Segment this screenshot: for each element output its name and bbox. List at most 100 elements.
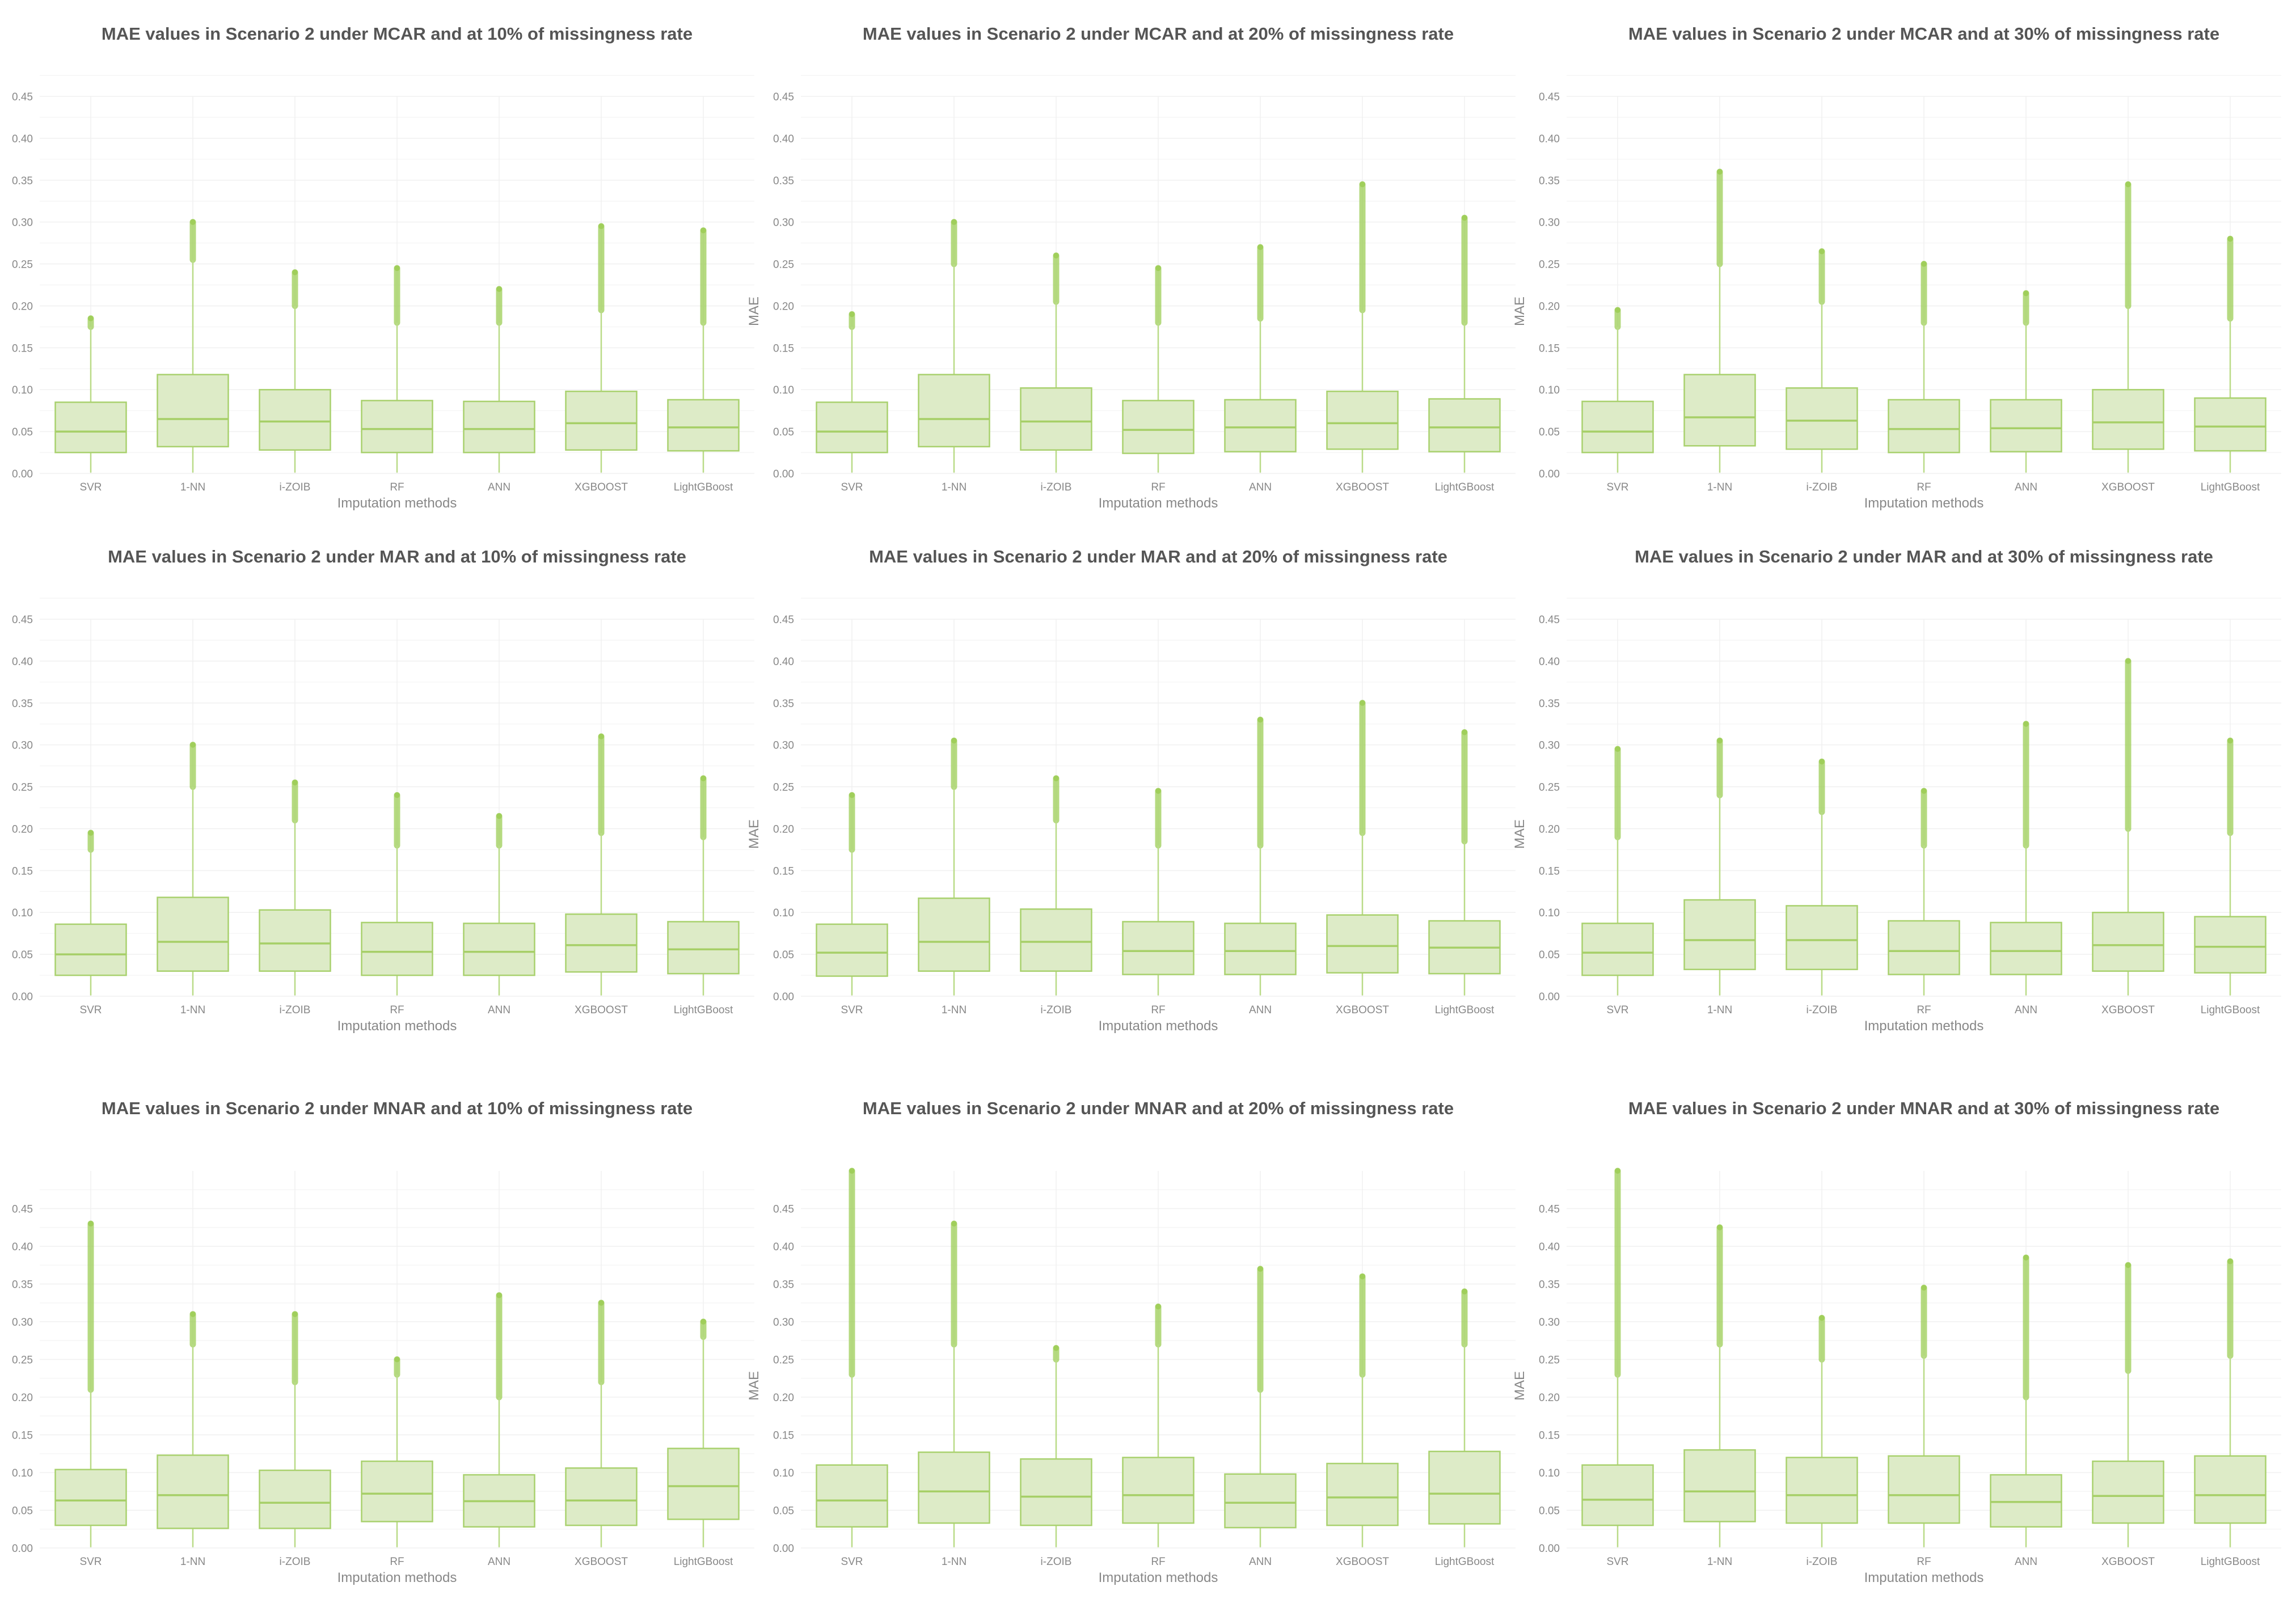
iqr-box: [1581, 1464, 1654, 1526]
y-tick-label: 0.10: [1539, 384, 1560, 396]
x-tick-label: LightGBoost: [674, 1004, 733, 1016]
x-tick-label: i-ZOIB: [280, 1556, 311, 1568]
x-tick-label: 1-NN: [1707, 1556, 1732, 1568]
outlier-max-point: [700, 775, 706, 781]
y-tick-label: 0.25: [773, 259, 794, 271]
outlier-max-point: [700, 227, 706, 234]
x-tick-label: ANN: [2015, 481, 2037, 493]
box-i-zoib: [1020, 775, 1092, 996]
y-tick-label: 0.40: [12, 133, 33, 145]
box-1-nn: [918, 219, 990, 473]
x-tick-label: 1-NN: [180, 481, 205, 493]
x-tick-label: 1-NN: [942, 1556, 966, 1568]
chart-title: MAE values in Scenario 2 under MNAR and …: [1628, 1098, 2219, 1118]
outlier-max-point: [1257, 244, 1263, 250]
y-tick-label: 0.15: [12, 342, 33, 354]
y-tick-label: 0.25: [12, 259, 33, 271]
x-tick-label: RF: [1151, 1004, 1165, 1016]
box-xgboost: [1326, 181, 1399, 473]
x-tick-label: SVR: [79, 481, 102, 493]
box-svr: [54, 1220, 127, 1547]
box-rf: [1122, 1303, 1195, 1547]
x-tick-label: i-ZOIB: [1807, 1004, 1838, 1016]
outlier-max-point: [1717, 738, 1723, 744]
iqr-box: [259, 388, 331, 451]
outlier-max-point: [1921, 788, 1927, 794]
y-tick-label: 0.10: [12, 907, 33, 919]
box-rf: [1888, 1284, 1960, 1547]
box-ann: [1224, 244, 1297, 473]
chart-title: MAE values in Scenario 2 under MNAR and …: [863, 1098, 1454, 1118]
box-lightgboost: [2194, 1258, 2267, 1547]
iqr-box: [361, 921, 433, 976]
x-tick-label: i-ZOIB: [1041, 1004, 1072, 1016]
y-tick-label: 0.30: [773, 1317, 794, 1329]
outlier-max-point: [292, 269, 298, 276]
x-tick-label: LightGBoost: [1435, 481, 1495, 493]
box-i-zoib: [1020, 1345, 1092, 1547]
y-axis-label: MAE: [746, 297, 762, 326]
chart-panel-6: MAE values in Scenario 2 under MAR and a…: [1512, 547, 2281, 1034]
box-ann: [1990, 1254, 2062, 1547]
y-tick-label: 0.45: [773, 614, 794, 626]
box-svr: [54, 830, 127, 996]
iqr-box: [667, 399, 740, 452]
box-ann: [463, 286, 535, 473]
y-tick-label: 0.00: [1539, 468, 1560, 480]
box-ann: [1990, 290, 2062, 473]
y-tick-label: 0.30: [12, 1317, 33, 1329]
y-tick-label: 0.05: [773, 949, 794, 961]
x-tick-label: i-ZOIB: [1041, 1556, 1072, 1568]
iqr-box: [1990, 399, 2062, 452]
x-axis-label: Imputation methods: [1864, 496, 1984, 511]
y-tick-label: 0.05: [12, 1505, 33, 1517]
box-lightgboost: [1428, 1288, 1501, 1547]
y-tick-label: 0.25: [1539, 782, 1560, 794]
outlier-max-point: [1921, 1285, 1927, 1291]
x-tick-label: 1-NN: [1707, 481, 1732, 493]
box-svr: [816, 792, 888, 996]
outlier-max-point: [2227, 738, 2233, 744]
x-tick-label: XGBOOST: [1336, 481, 1389, 493]
iqr-box: [1888, 399, 1960, 454]
y-axis-label: MAE: [746, 1371, 762, 1401]
iqr-box: [1020, 387, 1092, 451]
outlier-max-point: [1053, 1345, 1059, 1351]
y-tick-label: 0.10: [12, 384, 33, 396]
box-xgboost: [565, 223, 638, 473]
x-tick-label: XGBOOST: [575, 1004, 628, 1016]
x-tick-label: SVR: [841, 481, 863, 493]
iqr-box: [1326, 390, 1399, 450]
outlier-max-point: [1615, 1168, 1620, 1174]
y-tick-label: 0.25: [1539, 259, 1560, 271]
x-tick-label: i-ZOIB: [280, 1004, 311, 1016]
box-xgboost: [565, 733, 638, 996]
iqr-box: [1326, 1462, 1399, 1526]
outlier-max-point: [190, 1311, 196, 1317]
y-tick-label: 0.30: [1539, 217, 1560, 229]
outlier-max-point: [1360, 181, 1365, 188]
x-tick-label: SVR: [1606, 1556, 1628, 1568]
y-tick-label: 0.20: [1539, 301, 1560, 312]
x-tick-label: LightGBoost: [1435, 1556, 1495, 1568]
y-tick-label: 0.35: [12, 175, 33, 187]
y-tick-label: 0.35: [773, 698, 794, 710]
y-tick-label: 0.30: [12, 217, 33, 229]
outlier-max-point: [598, 733, 604, 739]
outlier-max-point: [190, 742, 196, 748]
x-tick-label: XGBOOST: [575, 1556, 628, 1568]
outlier-max-point: [1155, 1304, 1161, 1310]
x-tick-label: RF: [1917, 481, 1931, 493]
y-tick-label: 0.45: [773, 91, 794, 103]
x-tick-label: i-ZOIB: [1041, 481, 1072, 493]
y-tick-label: 0.30: [12, 740, 33, 752]
y-tick-label: 0.35: [773, 175, 794, 187]
y-axis-label: MAE: [1512, 297, 1527, 326]
iqr-box: [361, 1460, 433, 1522]
box-rf: [361, 1356, 433, 1547]
y-tick-label: 0.25: [773, 1355, 794, 1367]
outlier-max-point: [496, 286, 502, 292]
x-tick-label: RF: [1917, 1004, 1931, 1016]
y-tick-label: 0.45: [773, 1204, 794, 1216]
y-tick-label: 0.20: [12, 823, 33, 835]
